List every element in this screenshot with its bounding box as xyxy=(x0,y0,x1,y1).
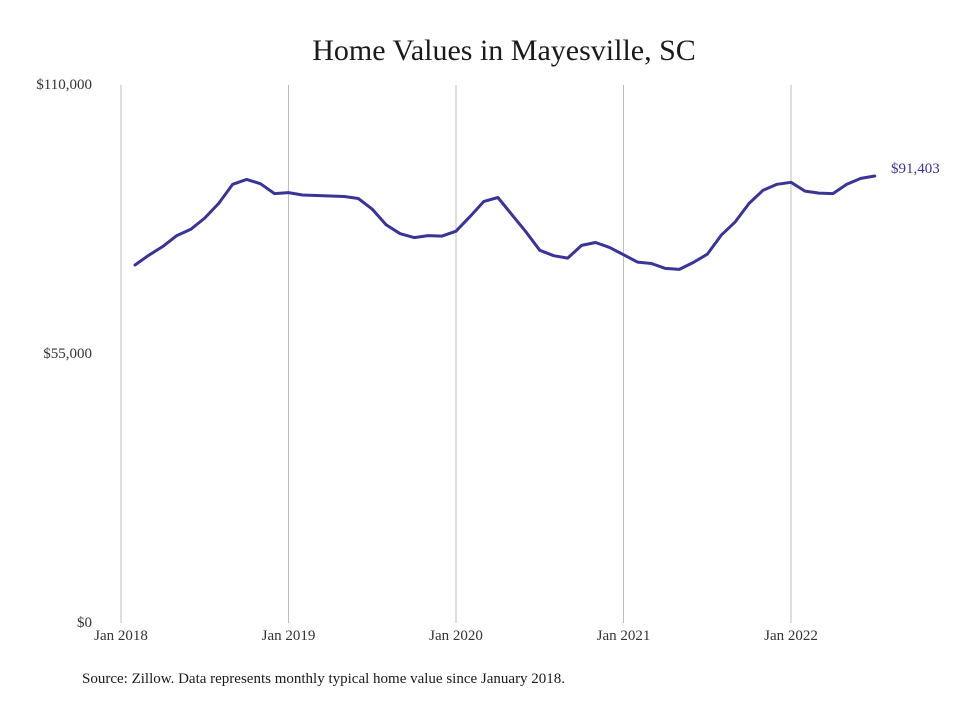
x-axis-ticks: Jan 2018 Jan 2019 Jan 2020 Jan 2021 Jan 2022 xyxy=(94,628,818,644)
x-tick-label: Jan 2020 xyxy=(429,628,483,644)
x-tick-label: Jan 2022 xyxy=(764,628,818,644)
source-note: Source: Zillow. Data represents monthly … xyxy=(82,671,565,687)
end-value-label: $91,403 xyxy=(891,161,940,177)
series-line xyxy=(133,174,877,271)
y-tick-label: $0 xyxy=(77,615,92,631)
y-tick-label: $110,000 xyxy=(36,77,92,93)
y-axis-ticks: $0 $55,000 $110,000 xyxy=(36,77,92,631)
gridlines xyxy=(120,85,792,623)
x-tick-label: Jan 2021 xyxy=(597,628,651,644)
series-layer xyxy=(133,174,877,271)
x-tick-label: Jan 2018 xyxy=(94,628,148,644)
chart-title: Home Values in Mayesville, SC xyxy=(312,34,696,67)
y-tick-label: $55,000 xyxy=(43,346,92,362)
x-tick-label: Jan 2019 xyxy=(262,628,316,644)
